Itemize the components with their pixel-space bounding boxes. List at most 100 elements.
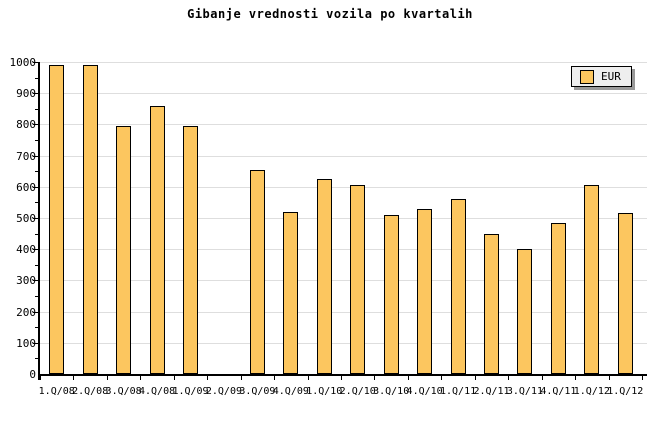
x-axis-label: 1.Q/08 [38, 386, 75, 397]
bar-1.Q/09 [183, 125, 198, 374]
x-axis-label: 1.Q/12 [607, 386, 644, 397]
bar-2.Q/10 [350, 185, 366, 374]
y-axis-label: 1000 [9, 56, 37, 69]
gridline [40, 62, 647, 63]
y-axis-major-tick [33, 124, 39, 126]
y-axis-minor-tick [35, 140, 39, 141]
x-axis-label: 4.Q/10 [406, 386, 443, 397]
y-axis-label: 0 [29, 368, 36, 381]
y-axis-minor-tick [35, 171, 39, 173]
x-axis-label: 4.Q/08 [138, 386, 176, 397]
y-axis-label: 900 [16, 87, 36, 101]
gridline [40, 218, 647, 219]
bar-4.Q/09 [283, 211, 299, 374]
bar-1.Q/10 [316, 179, 332, 374]
x-axis-label: 3.Q/11 [506, 386, 543, 397]
y-axis-major-tick [33, 280, 39, 282]
bar-1.Q/08 [49, 65, 65, 374]
bar-4.Q/08 [149, 105, 165, 374]
x-axis-tick [140, 374, 142, 380]
x-axis-tick [374, 374, 376, 380]
x-axis-tick [40, 374, 41, 380]
gridline [40, 155, 647, 157]
y-axis-major-tick [33, 249, 39, 251]
gridline [40, 124, 647, 126]
legend-label: EUR [601, 70, 621, 83]
x-axis-label: 4.Q/09 [272, 386, 309, 397]
gridline [40, 249, 647, 251]
y-axis-minor-tick [35, 202, 39, 204]
x-axis-tick [508, 374, 510, 380]
gridline [40, 342, 647, 344]
y-axis-major-tick [33, 342, 39, 344]
bar-2.Q/11 [484, 233, 499, 374]
y-axis-minor-tick [35, 358, 39, 360]
x-axis-label: 2.Q/11 [473, 386, 510, 397]
x-axis-tick [608, 374, 610, 380]
x-axis-label: 3.Q/09 [239, 386, 276, 397]
gridline [40, 280, 647, 282]
bar-3.Q/09 [249, 169, 265, 374]
x-axis-label: 3.Q/10 [373, 386, 410, 397]
bar-3.Q/10 [383, 214, 399, 374]
gridline [40, 93, 647, 95]
x-axis-tick [73, 374, 75, 380]
bar-4.Q/10 [417, 208, 433, 374]
y-axis-major-tick [33, 186, 39, 188]
x-axis-tick [240, 374, 242, 380]
x-axis-label: 2.Q/10 [339, 386, 376, 397]
bar-3.Q/11 [517, 249, 533, 374]
x-axis-tick [207, 374, 209, 380]
y-axis-label: 400 [16, 243, 36, 257]
y-axis-label: 600 [16, 180, 36, 194]
y-axis-major-tick [33, 155, 39, 157]
y-axis-minor-tick [35, 77, 39, 79]
x-axis-tick [541, 374, 543, 380]
x-axis-label: 1.Q/12 [573, 386, 610, 397]
x-axis-label: 1.Q/10 [306, 386, 343, 397]
bar-3.Q/08 [116, 125, 132, 374]
y-axis-label: 100 [16, 336, 36, 350]
x-axis-tick [575, 374, 577, 380]
x-axis-tick [341, 374, 342, 380]
bar-1.Q/12 [584, 185, 600, 374]
y-axis-line [38, 62, 40, 380]
y-axis-minor-tick [35, 296, 39, 297]
x-axis-label: 2.Q/09 [205, 386, 242, 397]
x-axis-tick [307, 374, 309, 380]
y-axis-minor-tick [35, 264, 39, 266]
x-axis-tick [407, 374, 409, 380]
x-axis-tick [441, 374, 443, 380]
x-axis-tick [642, 374, 643, 380]
gridline [40, 311, 647, 313]
y-axis-minor-tick [35, 108, 39, 110]
x-axis-line [38, 374, 647, 376]
x-axis-label: 1.Q/11 [439, 386, 477, 397]
x-axis-label: 4.Q/11 [540, 386, 577, 397]
y-axis-label: 300 [16, 274, 36, 288]
y-axis-major-tick [33, 62, 39, 63]
bar-2.Q/08 [82, 65, 98, 374]
legend-swatch-icon [580, 69, 594, 84]
y-axis-label: 800 [16, 118, 36, 132]
bar-1.Q/11 [450, 199, 466, 374]
legend: EUR [571, 66, 632, 87]
x-axis-tick [173, 374, 175, 380]
x-axis-tick [106, 374, 108, 380]
x-axis-label: 3.Q/08 [105, 386, 142, 397]
y-axis-label: 200 [16, 305, 36, 319]
x-axis-label: 1.Q/09 [172, 386, 209, 397]
y-axis-minor-tick [35, 327, 39, 329]
x-axis-tick [474, 374, 476, 380]
bar-1.Q/12 [617, 213, 633, 374]
y-axis-label: 700 [16, 149, 36, 163]
y-axis-minor-tick [35, 233, 39, 235]
chart-title: Gibanje vrednosti vozila po kvartalih [187, 7, 473, 21]
x-axis-tick [274, 374, 276, 380]
gridline [40, 186, 647, 188]
bar-4.Q/11 [550, 222, 566, 374]
y-axis-major-tick [33, 218, 39, 219]
y-axis-major-tick [33, 93, 39, 95]
